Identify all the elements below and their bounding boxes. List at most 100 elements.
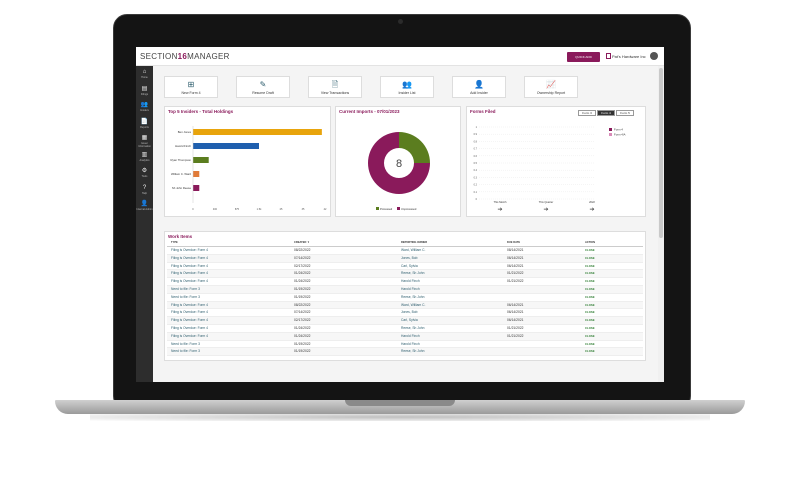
created-date: 08/22/2022 [294, 302, 311, 307]
work-item-type[interactable]: Filing is Overdue: Form 4 [171, 326, 209, 330]
add-user-icon: 👤 [474, 80, 484, 89]
column-header[interactable]: TYPE [171, 241, 178, 244]
table-row[interactable]: Filing is Overdue: Form 4 02/17/2022 Carl,… [167, 263, 643, 271]
filings-icon: ▤ [141, 85, 148, 92]
bar[interactable] [193, 129, 322, 135]
quick-action-insider-list[interactable]: 👥 Insider List [380, 76, 434, 98]
close-button[interactable]: CLOSE [585, 318, 595, 323]
work-item-type[interactable]: Filing is Overdue: Form 4 [171, 302, 209, 307]
close-button[interactable]: CLOSE [585, 349, 595, 354]
sidebar-item-label: Home [141, 76, 148, 79]
sidebar-item-label: Internal Admin [136, 208, 153, 211]
close-button[interactable]: CLOSE [585, 294, 595, 299]
close-button[interactable]: CLOSE [585, 287, 595, 291]
table-row[interactable]: Filing is Overdue: Form 4 07/14/2022 Jones… [167, 254, 643, 263]
work-item-type[interactable]: Filing is Overdue: Form 4 [171, 318, 209, 323]
close-button[interactable]: CLOSE [585, 279, 595, 284]
close-button[interactable]: CLOSE [585, 333, 595, 338]
table-row[interactable]: Filing is Overdue: Form 4 01/24/2022 Harol… [167, 332, 643, 341]
work-item-type[interactable]: Filing is Overdue: Form 4 [171, 248, 209, 252]
close-button[interactable]: CLOSE [585, 302, 595, 307]
quick-action-label: Resume Draft [252, 91, 274, 95]
work-item-type[interactable]: Filing is Overdue: Form 4 [171, 279, 209, 284]
work-item-type[interactable]: Filing is Overdue: Form 4 [171, 255, 209, 260]
sidebar-item-tools[interactable]: ⚙ Tools [136, 168, 153, 182]
close-button[interactable]: CLOSE [585, 255, 595, 260]
table-row[interactable]: Need to file: Form 3 01/19/2022 Harold Fin… [167, 341, 643, 349]
sidebar-item-reports[interactable]: 📄 Reports [136, 119, 153, 133]
quick-action-resume-draft[interactable]: ✎ Resume Draft [236, 76, 290, 98]
arrow-right-icon[interactable]: ➔ [497, 206, 502, 213]
arrow-right-icon[interactable]: ➔ [543, 206, 548, 213]
table-row[interactable]: Filing is Overdue: Form 4 08/22/2022 Ward,… [167, 247, 643, 255]
work-item-type[interactable]: Need to file: Form 3 [171, 287, 200, 291]
table-row[interactable]: Filing is Overdue: Form 4 01/24/2022 Reese… [167, 325, 643, 333]
company-selector[interactable]: Pat's Hardware Inc [612, 54, 646, 59]
bar[interactable] [193, 185, 200, 191]
table-row[interactable]: Filing is Overdue: Form 4 01/24/2022 Harol… [167, 278, 643, 286]
close-button[interactable]: CLOSE [585, 341, 595, 346]
table-row[interactable]: Filing is Overdue: Form 4 08/22/2022 Ward,… [167, 301, 643, 310]
arrow-right-icon[interactable]: ➔ [589, 206, 594, 213]
sidebar-item-insiders[interactable]: 👥 Insiders [136, 102, 153, 116]
work-item-type[interactable]: Need to file: Form 3 [171, 341, 200, 346]
work-item-type[interactable]: Filing is Overdue: Form 4 [171, 263, 209, 268]
sidebar-item-issuer-information[interactable]: ▦ Issuer Information [136, 135, 153, 149]
close-button[interactable]: CLOSE [585, 271, 595, 276]
work-item-type[interactable]: Need to file: Form 3 [171, 349, 200, 354]
work-item-type[interactable]: Filing is Overdue: Form 4 [171, 333, 209, 338]
sidebar-item-internal-admin[interactable]: 👤 Internal Admin [136, 201, 153, 215]
panel-title: Current Imports - 07/01/2023 [339, 109, 400, 114]
donut-slice[interactable] [399, 132, 430, 163]
building-icon [606, 53, 611, 59]
reporting-owner: Carl, Sylvia [401, 318, 418, 323]
sidebar: ⌂ Home ▤ Filings 👥 Insiders 📄 Reports ▦ Issuer In… [136, 66, 153, 382]
sidebar-item-analytics[interactable]: ▥ Analytics [136, 152, 153, 166]
bar[interactable] [193, 171, 200, 177]
work-item-type[interactable]: Need to file: Form 3 [171, 294, 200, 299]
column-header[interactable]: REPORTING OWNER [401, 241, 428, 244]
quick-action-add-insider[interactable]: 👤 Add Insider [452, 76, 506, 98]
panel-title: Forms Filed [470, 109, 496, 114]
work-item-type[interactable]: Filing is Overdue: Form 4 [171, 271, 209, 276]
column-header[interactable]: ACTION [585, 241, 595, 244]
close-button[interactable]: CLOSE [585, 326, 595, 330]
table-row[interactable]: Filing is Overdue: Form 4 01/24/2022 Reese… [167, 270, 643, 279]
x-tick-label: 25 [280, 208, 283, 211]
bar[interactable] [193, 143, 259, 149]
table-row[interactable]: Need to file: Form 3 01/19/2022 Harold Fin… [167, 286, 643, 294]
close-button[interactable]: CLOSE [585, 310, 595, 315]
sidebar-item-help[interactable]: ? Help [136, 185, 153, 199]
table-row[interactable]: Filing is Overdue: Form 4 07/14/2022 Jones… [167, 309, 643, 318]
logo-right: MANAGER [187, 52, 230, 61]
quick-add-button[interactable]: QUICK ADD [567, 52, 600, 62]
app-logo[interactable]: SECTION16MANAGER [140, 52, 230, 61]
column-header[interactable]: CREATED ▼ [294, 241, 310, 244]
sidebar-item-home[interactable]: ⌂ Home [136, 69, 153, 83]
quick-action-ownership-report[interactable]: 📈 Ownership Report [524, 76, 578, 98]
sidebar-item-filings[interactable]: ▤ Filings [136, 86, 153, 100]
close-button[interactable]: CLOSE [585, 248, 595, 252]
table-row[interactable]: Need to file: Form 3 01/19/2022 Reese, Sh … [167, 294, 643, 302]
work-item-type[interactable]: Filing is Overdue: Form 4 [171, 310, 209, 315]
bar[interactable] [193, 157, 209, 163]
close-button[interactable]: CLOSE [585, 263, 595, 268]
quick-action-view-transactions[interactable]: 🗎 View Transactions [308, 76, 362, 98]
due-date: 01/21/2022 [507, 271, 524, 276]
bar-label: William C. Ward [171, 172, 191, 176]
created-date: 01/19/2022 [294, 294, 311, 299]
table-row[interactable]: Filing is Overdue: Form 4 02/17/2022 Carl,… [167, 317, 643, 325]
user-avatar-icon[interactable] [650, 52, 658, 60]
reporting-owner: Carl, Sylvia [401, 263, 418, 268]
donut-slice[interactable] [368, 132, 430, 194]
tab-form-3[interactable]: Form 3 [578, 110, 596, 116]
table-row[interactable]: Need to file: Form 3 01/19/2022 Reese, Sh … [167, 348, 643, 357]
reporting-owner: Ward, William C. [401, 248, 426, 252]
tab-form-5[interactable]: Form 5 [616, 110, 634, 116]
due-date: 06/14/2021 [507, 318, 524, 323]
panel-title: Top 5 Insiders - Total Holdings [168, 109, 234, 114]
tab-form-4[interactable]: Form 4 [597, 110, 615, 116]
quick-action-new-form-4[interactable]: ⊞ New Form 4 [164, 76, 218, 98]
scrollbar-thumb[interactable] [659, 68, 663, 238]
column-header[interactable]: DUE DATE [507, 241, 521, 244]
